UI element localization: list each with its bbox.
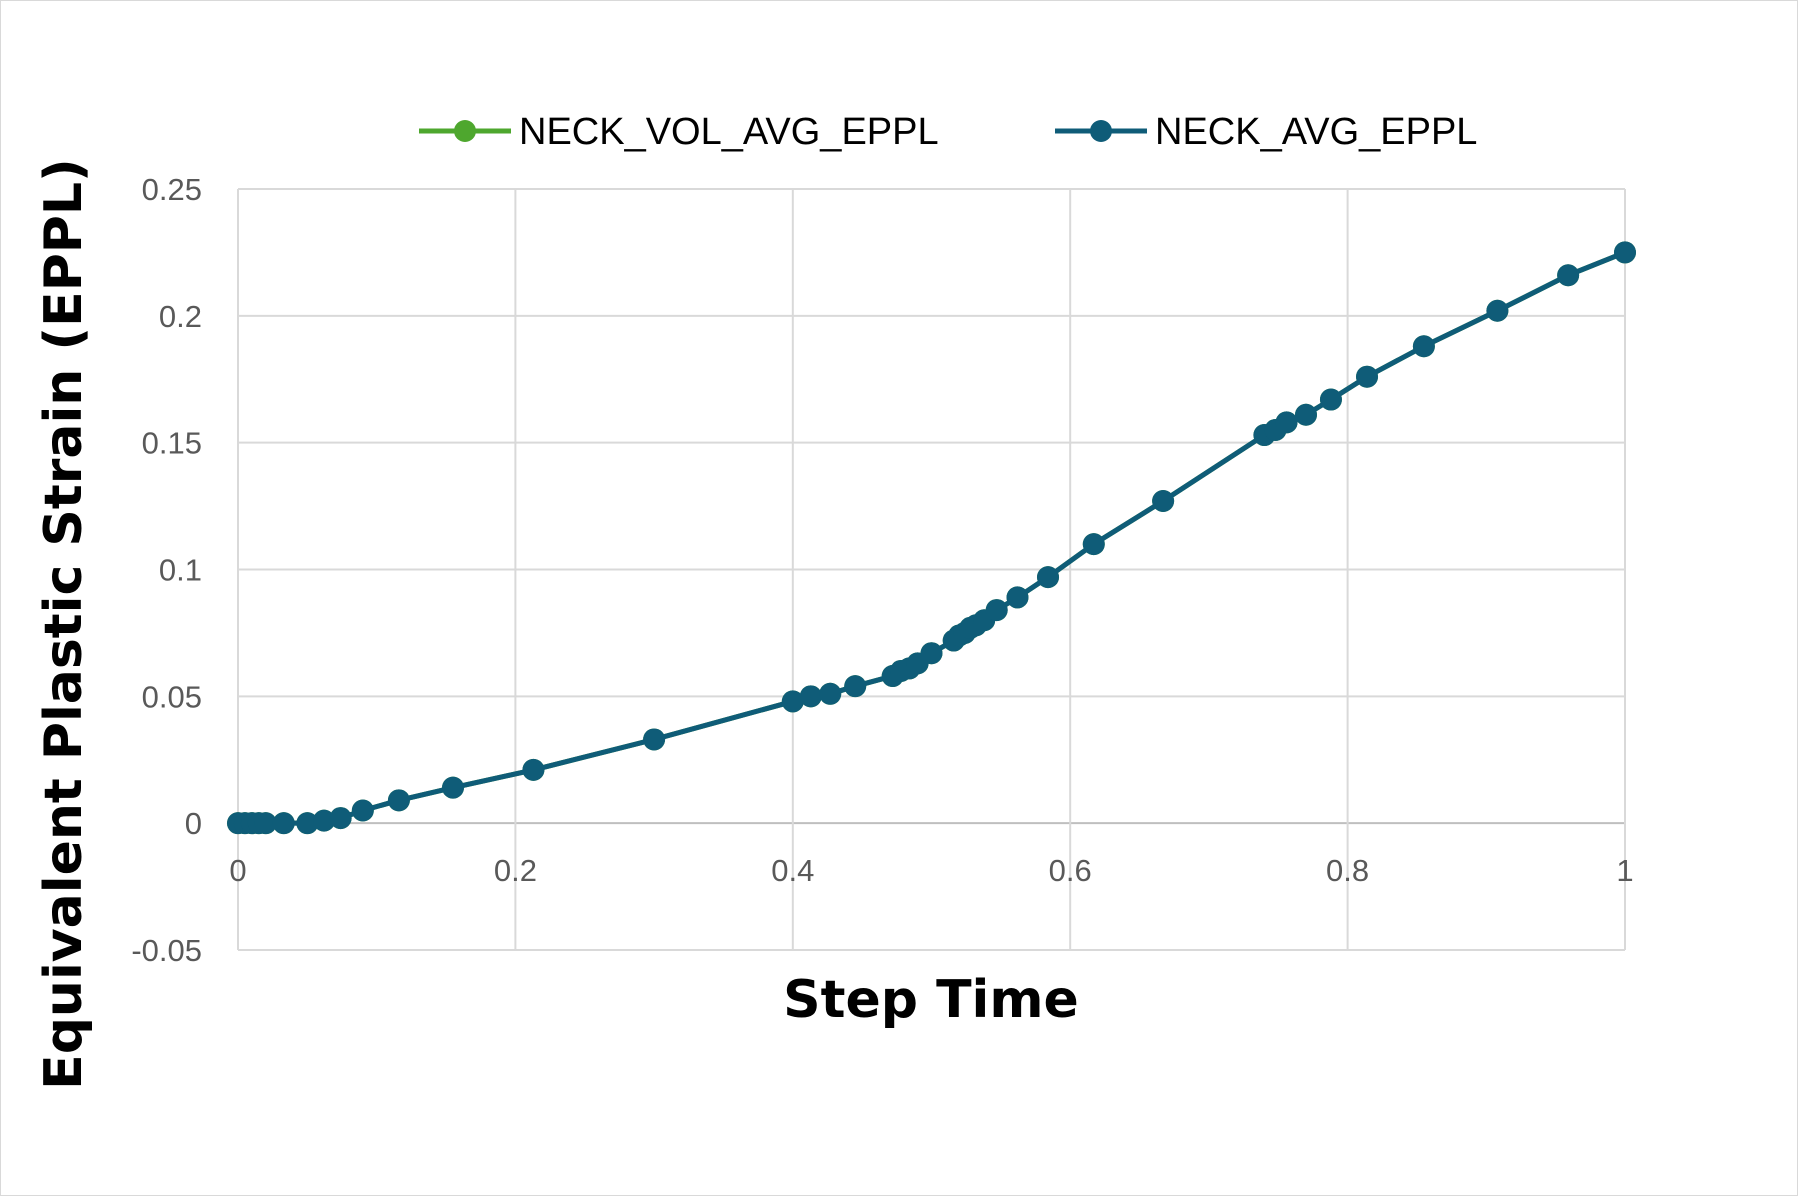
y-tick-labels: -0.05 0 0.05 0.1 0.15 0.2 0.25 [131, 172, 202, 968]
data-point-1-8 [329, 807, 352, 830]
data-point-1-10 [387, 789, 410, 812]
data-point-1-22 [920, 642, 943, 665]
data-point-1-38 [1319, 388, 1342, 411]
y-tick-label-1: 0 [185, 806, 202, 841]
data-point-1-29 [985, 599, 1008, 622]
x-tick-label-5: 1 [1616, 853, 1633, 888]
y-tick-label-2: 0.05 [142, 679, 202, 714]
data-point-1-17 [844, 675, 867, 698]
y-axis-title: Equivalent Plastic Strain (EPPL) [34, 158, 94, 1090]
legend-marker-neck-vol-avg-eppl [454, 120, 476, 142]
data-point-1-33 [1152, 490, 1175, 513]
data-point-1-13 [643, 728, 666, 751]
data-point-1-36 [1275, 411, 1298, 434]
data-point-1-37 [1294, 403, 1317, 426]
series-neck-avg-eppl [227, 241, 1636, 835]
data-point-1-11 [441, 776, 464, 799]
grid-lines [237, 188, 1626, 951]
data-point-1-32 [1082, 533, 1105, 556]
legend-marker-neck-avg-eppl [1090, 120, 1112, 142]
data-point-1-40 [1412, 335, 1435, 358]
legend-label-neck-avg-eppl: NECK_AVG_EPPL [1155, 111, 1477, 153]
data-point-1-6 [296, 812, 319, 835]
x-tick-label-2: 0.4 [771, 853, 814, 888]
series-group [227, 241, 1636, 835]
series-neck-vol-avg-eppl [227, 241, 1636, 835]
data-point-1-42 [1557, 264, 1580, 287]
y-tick-label-0: -0.05 [131, 933, 202, 968]
x-tick-label-0: 0 [229, 853, 246, 888]
x-tick-label-4: 0.8 [1326, 853, 1369, 888]
x-tick-label-1: 0.2 [494, 853, 537, 888]
y-tick-label-6: 0.25 [142, 172, 202, 207]
data-point-1-43 [1614, 241, 1636, 264]
data-point-1-7 [312, 809, 335, 832]
data-point-1-5 [272, 812, 295, 835]
y-tick-label-5: 0.2 [159, 299, 202, 334]
data-point-1-14 [781, 690, 804, 713]
data-point-1-30 [1006, 586, 1029, 609]
legend-label-neck-vol-avg-eppl: NECK_VOL_AVG_EPPL [519, 111, 939, 153]
data-point-1-15 [799, 685, 822, 708]
x-tick-labels: 0 0.2 0.4 0.6 0.8 1 [229, 853, 1633, 888]
x-tick-label-3: 0.6 [1049, 853, 1092, 888]
data-point-1-31 [1037, 566, 1060, 589]
data-point-1-4 [254, 812, 277, 835]
data-point-1-16 [819, 682, 842, 705]
legend: NECK_VOL_AVG_EPPL NECK_AVG_EPPL [419, 111, 1477, 153]
data-point-1-39 [1356, 365, 1379, 388]
x-axis-title: Step Time [783, 970, 1079, 1030]
data-point-1-12 [522, 758, 545, 781]
data-point-1-9 [351, 799, 374, 822]
y-tick-label-4: 0.15 [142, 426, 202, 461]
y-tick-label-3: 0.1 [159, 553, 202, 588]
data-point-1-41 [1486, 299, 1509, 322]
